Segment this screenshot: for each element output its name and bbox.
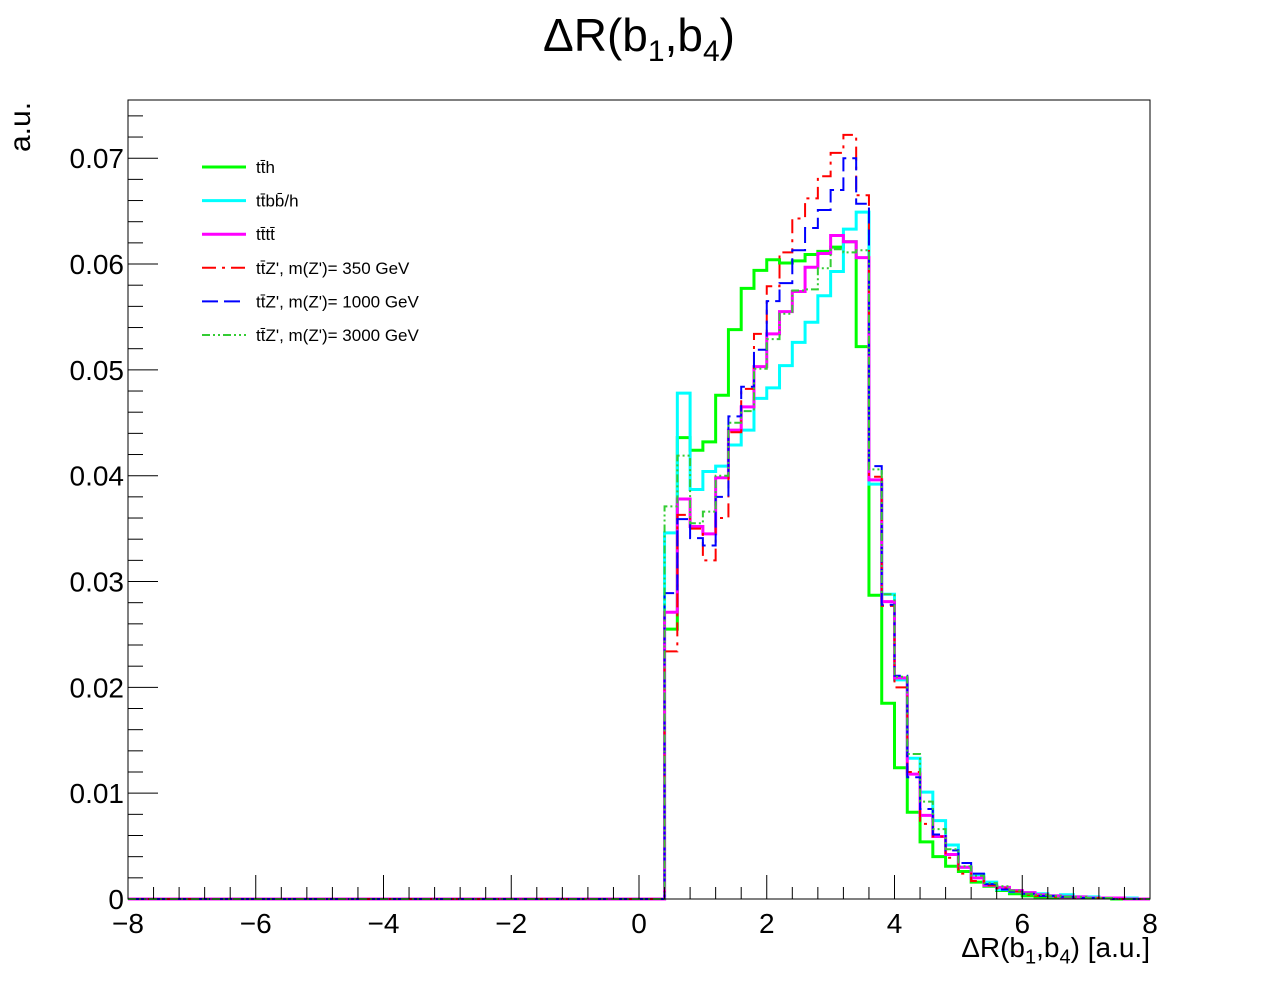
x-tick-label: 2: [759, 908, 775, 939]
y-tick-label: 0.06: [70, 249, 125, 280]
x-tick-label: −4: [368, 908, 400, 939]
y-tick-label: 0.01: [70, 778, 125, 809]
y-tick-label: 0.02: [70, 672, 125, 703]
y-tick-label: 0.04: [70, 461, 125, 492]
x-axis-label: ΔR(b1,b4) [a.u.]: [961, 932, 1150, 969]
x-tick-label: −6: [240, 908, 272, 939]
y-tick-label: 0: [108, 884, 124, 915]
y-tick-label: 0.03: [70, 567, 125, 598]
legend-label: tt̄bb̄/h: [256, 192, 299, 211]
series-line-3: [128, 133, 1150, 900]
chart-title: ΔR(b1,b4): [543, 9, 735, 69]
x-tick-label: −2: [495, 908, 527, 939]
y-tick-label: 0.05: [70, 355, 125, 386]
series-line-1: [128, 210, 1150, 901]
legend: tt̄h tt̄bb̄/h tt̄tt̄ tt̄Z', m(Z')= 350 GeV t…: [202, 158, 420, 345]
ticks-layer: −8 −6 −4 −2 0 2 4 6 8 0 0.01 0.02 0.03 0.04 0.05 0.06 0.…: [70, 115, 1158, 939]
legend-label: tt̄tt̄: [256, 225, 275, 244]
legend-label: tt̄Z', m(Z')= 1000 GeV: [256, 292, 420, 311]
series-line-4: [128, 157, 1150, 900]
x-tick-label: 0: [631, 908, 647, 939]
plot-frame: [127, 99, 1151, 900]
x-tick-label: −8: [112, 908, 144, 939]
x-tick-label: 6: [1014, 908, 1030, 939]
y-tick-label: 0.07: [70, 143, 125, 174]
series-line-5: [128, 248, 1150, 900]
x-tick-label: 8: [1142, 908, 1158, 939]
series-layer: [128, 133, 1150, 901]
x-tick-label: 4: [887, 908, 903, 939]
legend-label: tt̄Z', m(Z')= 350 GeV: [256, 259, 410, 278]
legend-label: tt̄Z', m(Z')= 3000 GeV: [256, 326, 420, 345]
legend-label: tt̄h: [256, 158, 275, 177]
